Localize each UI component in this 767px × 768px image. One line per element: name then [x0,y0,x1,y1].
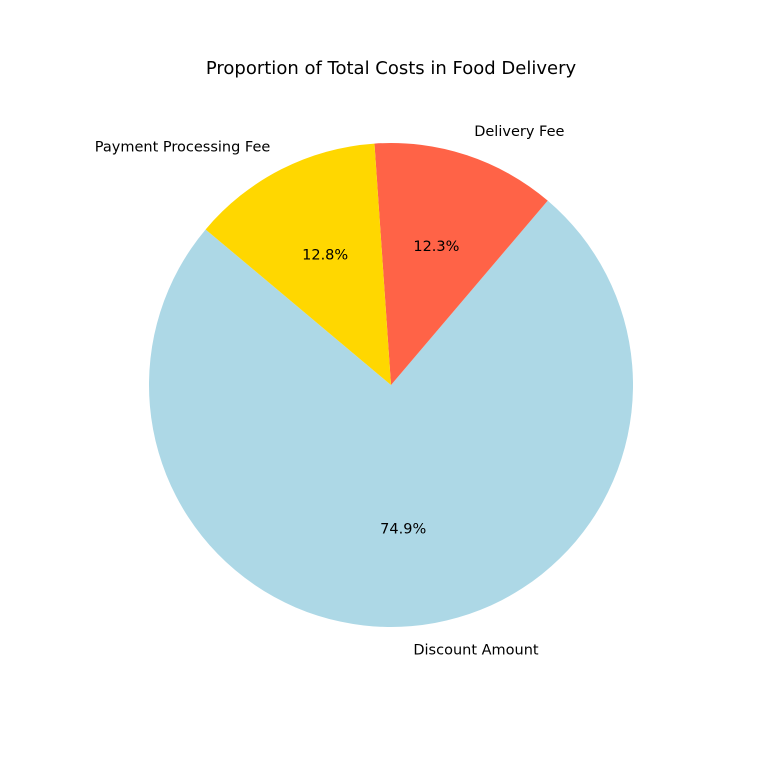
pie-slice-discount-amount [149,200,633,628]
pie-labels: Discount Amount 74.9% Delivery Fee 12.3% Pay… [95,124,565,658]
slice-label-discount-amount: Discount Amount [413,642,539,658]
slice-label-delivery-fee: Delivery Fee [474,124,564,140]
pie-slice-payment-processing-fee [205,143,391,385]
slice-percent-discount-amount: 74.9% [380,522,426,538]
chart-title: Proportion of Total Costs in Food Delive… [206,58,577,79]
slice-percent-payment-processing-fee: 12.8% [302,248,348,264]
slice-percent-delivery-fee: 12.3% [413,239,459,255]
slice-label-payment-processing-fee: Payment Processing Fee [95,140,271,156]
pie-slice-delivery-fee [374,143,548,385]
pie-slices [149,143,633,628]
